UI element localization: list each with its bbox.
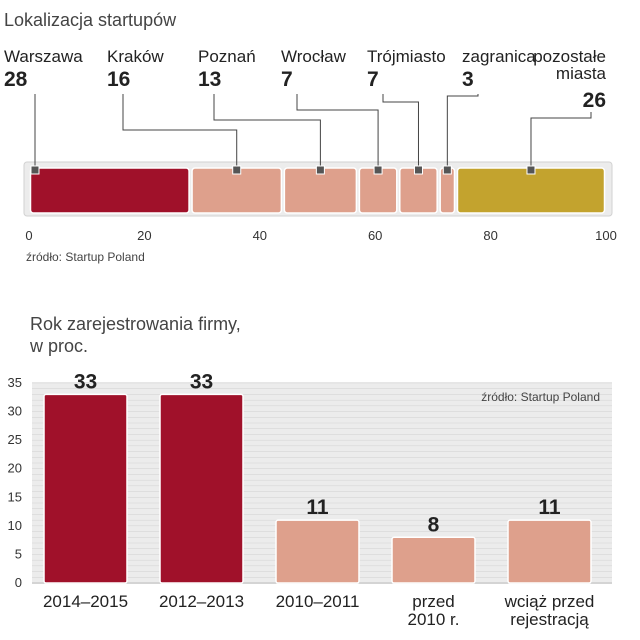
location-x-tick: 40	[253, 228, 267, 243]
registration-category-label: 2014–2015	[43, 592, 128, 611]
registration-category-label: 2012–2013	[159, 592, 244, 611]
location-value-label: 16	[107, 68, 130, 91]
location-x-tick: 80	[483, 228, 497, 243]
location-labels: Warszawa 28 Kraków 16 Poznań 13 Wrocław 7 Trójmi…	[4, 47, 607, 112]
location-connector	[382, 94, 419, 170]
location-label: Poznań	[198, 47, 256, 66]
location-marker	[442, 165, 452, 175]
location-segment	[29, 167, 190, 214]
location-segments	[29, 167, 606, 214]
registration-chart-title: Rok zarejestrowania firmy, w proc.	[29, 314, 241, 356]
startup-location-chart: Lokalizacja startupów Warszawa 28 Kraków 16…	[4, 10, 617, 264]
location-value-label: 3	[462, 68, 474, 91]
registration-value-label: 33	[74, 370, 97, 393]
location-value-label: 13	[198, 68, 221, 91]
location-segment	[191, 167, 283, 214]
registration-y-tick: 15	[8, 489, 22, 504]
registration-category-label: 2010–2011	[276, 592, 360, 611]
location-x-tick: 20	[137, 228, 151, 243]
registration-bar	[159, 393, 244, 584]
registration-y-tick: 5	[15, 546, 22, 561]
registration-y-tick: 0	[15, 575, 22, 590]
registration-y-tick: 25	[8, 432, 22, 447]
registration-category-label: rejestracją	[510, 610, 589, 629]
location-connector	[213, 94, 321, 170]
registration-value-label: 11	[306, 496, 329, 519]
location-marker	[232, 165, 242, 175]
location-connector	[530, 112, 592, 170]
registration-y-tick: 30	[8, 404, 22, 419]
location-connector	[122, 94, 238, 170]
location-marker	[315, 165, 325, 175]
registration-y-axis: 0 5 10 15 20 25 30 35	[8, 375, 22, 590]
location-segment	[439, 167, 456, 214]
location-marker	[413, 165, 423, 175]
location-label: Warszawa	[4, 47, 83, 66]
location-x-tick: 0	[25, 228, 32, 243]
registration-y-tick: 35	[8, 375, 22, 390]
location-segment	[358, 167, 398, 214]
registration-category-label: przed	[412, 592, 455, 611]
location-marker	[526, 165, 536, 175]
registration-bar	[275, 519, 360, 584]
location-label: Kraków	[107, 47, 164, 66]
location-marker	[373, 165, 383, 175]
location-x-tick: 60	[368, 228, 382, 243]
registration-value-label: 8	[428, 513, 440, 536]
registration-bar	[43, 393, 128, 584]
registration-y-tick: 10	[8, 518, 22, 533]
location-value-label: 7	[281, 68, 293, 91]
location-label: pozostałe	[533, 47, 606, 66]
location-x-axis: 0 20 40 60 80 100	[25, 228, 616, 243]
registration-source: źródło: Startup Poland	[481, 390, 600, 404]
location-x-tick: 100	[595, 228, 617, 243]
registration-value-label: 33	[190, 370, 213, 393]
location-segment	[399, 167, 438, 214]
location-segment	[283, 167, 358, 214]
location-value-label: 7	[367, 68, 379, 91]
location-label-connectors	[34, 94, 592, 170]
registration-category-label: wciąż przed	[504, 592, 595, 611]
registration-category-label: 2010 r.	[408, 610, 460, 629]
location-source: źródło: Startup Poland	[26, 250, 145, 264]
location-value-label: 28	[4, 68, 28, 91]
registration-title-line: Rok zarejestrowania firmy,	[30, 314, 241, 334]
registration-bars	[43, 393, 592, 584]
location-label: miasta	[556, 64, 607, 83]
location-segment	[456, 167, 606, 214]
location-label: Wrocław	[281, 47, 347, 66]
location-label: zagranica	[462, 47, 536, 66]
registration-bar	[391, 536, 476, 584]
registration-labels: 33 2014–2015 33 2012–2013 11 2010–2011 8 przed2…	[43, 370, 594, 629]
location-connector	[296, 94, 379, 170]
registration-bar	[507, 519, 592, 584]
registration-y-tick: 20	[8, 461, 22, 476]
registration-year-chart: Rok zarejestrowania firmy, w proc. 0 5 10 15…	[8, 314, 612, 629]
registration-value-label: 11	[538, 496, 561, 519]
location-marker	[30, 165, 40, 175]
location-label: Trójmiasto	[367, 47, 446, 66]
location-markers	[30, 165, 536, 175]
location-chart-title: Lokalizacja startupów	[4, 10, 177, 30]
location-value-label: 26	[583, 89, 606, 112]
location-connector	[446, 94, 479, 170]
registration-title-line: w proc.	[29, 336, 88, 356]
